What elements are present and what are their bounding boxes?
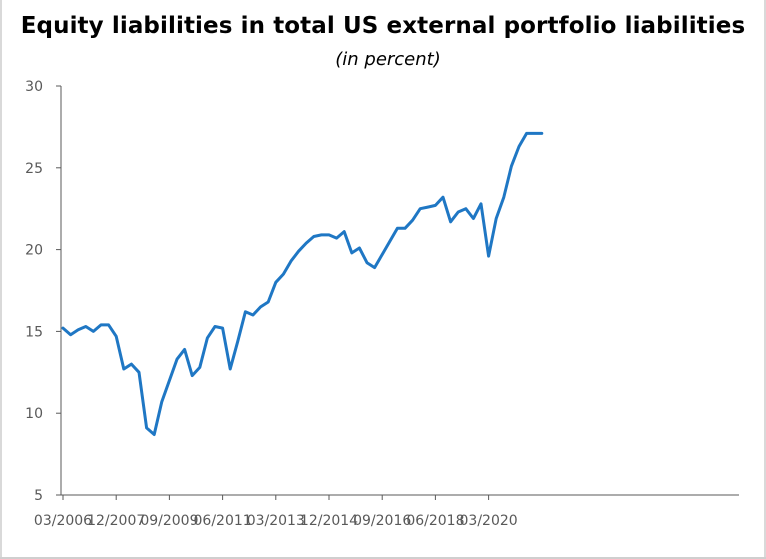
- y-tick-label: 20: [25, 243, 43, 259]
- series-group: [61, 131, 544, 436]
- chart-title: Equity liabilities in total US external …: [20, 13, 746, 39]
- y-axis: 5 10 15 20 25 30: [25, 79, 62, 504]
- x-tick-label: 06/2011: [194, 513, 252, 529]
- y-tick-label: 30: [25, 79, 43, 95]
- y-tick-label: 15: [25, 324, 43, 340]
- x-tick-label: 03/2006: [34, 513, 92, 529]
- chart-subtitle: (in percent): [335, 49, 441, 70]
- x-tick-label: 12/2014: [300, 513, 358, 529]
- x-tick-label: 12/2007: [87, 513, 145, 529]
- y-tick-label: 25: [25, 161, 43, 177]
- frame-bottom-border: [0, 557, 766, 559]
- x-tick-label: 09/2009: [140, 513, 198, 529]
- x-tick-label: 09/2016: [353, 513, 411, 529]
- x-tick-label: 06/2018: [406, 513, 464, 529]
- x-axis: 03/200612/200709/200906/201103/201312/20…: [34, 494, 739, 529]
- y-tick-label: 5: [34, 488, 43, 504]
- frame-left-border: [0, 0, 2, 559]
- y-tick-label: 10: [25, 406, 43, 422]
- x-tick-label: 03/2020: [460, 513, 518, 529]
- frame-right-border: [764, 0, 766, 559]
- x-tick-label: 03/2013: [247, 513, 305, 529]
- series-line: [61, 131, 544, 436]
